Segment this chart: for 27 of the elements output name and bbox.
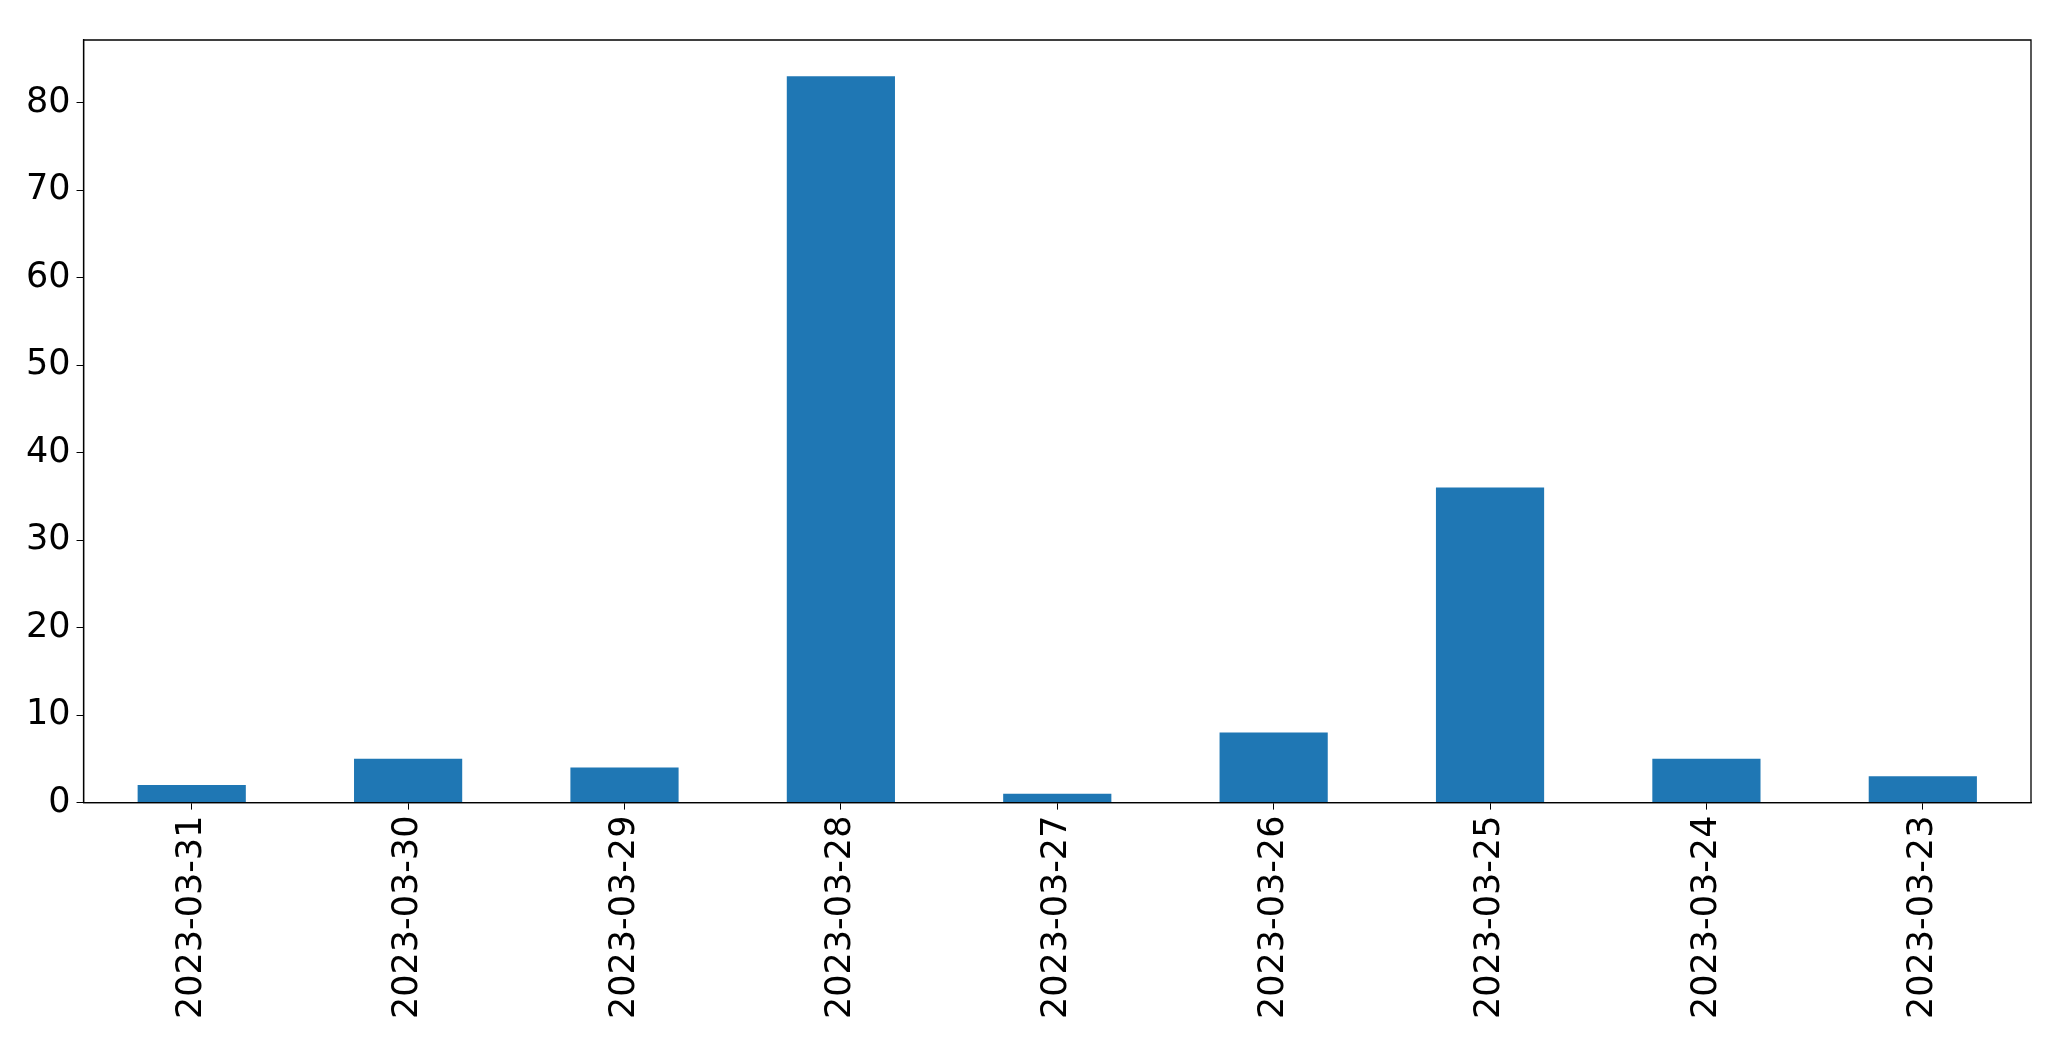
x-tick-label: 2023-03-30 — [385, 815, 426, 1019]
y-tick-label: 10 — [25, 692, 71, 733]
x-tick-label: 2023-03-24 — [1683, 815, 1724, 1019]
bar — [570, 767, 679, 803]
bar — [1003, 793, 1112, 803]
y-tick-label: 80 — [25, 79, 71, 120]
x-tick-label: 2023-03-29 — [601, 815, 642, 1019]
x-tick-label: 2023-03-31 — [168, 815, 209, 1019]
bar — [1868, 776, 1977, 803]
x-tick-label: 2023-03-23 — [1899, 815, 1940, 1019]
bar — [354, 758, 463, 803]
bar — [1652, 758, 1761, 803]
bar — [1435, 487, 1545, 803]
y-tick-label: 50 — [25, 342, 71, 383]
y-tick-label: 40 — [25, 429, 71, 470]
y-tick-label: 60 — [25, 254, 71, 295]
y-tick-label: 30 — [25, 517, 71, 558]
y-tick-label: 70 — [25, 167, 71, 208]
x-tick-label: 2023-03-26 — [1250, 815, 1291, 1019]
y-tick-label: 20 — [25, 604, 71, 645]
bar — [137, 785, 246, 803]
bar — [786, 76, 895, 803]
y-tick-label: 0 — [48, 779, 71, 820]
x-tick-label: 2023-03-28 — [817, 815, 858, 1019]
x-tick-label: 2023-03-25 — [1467, 815, 1508, 1019]
x-tick-label: 2023-03-27 — [1034, 815, 1075, 1019]
bar — [1219, 732, 1328, 803]
